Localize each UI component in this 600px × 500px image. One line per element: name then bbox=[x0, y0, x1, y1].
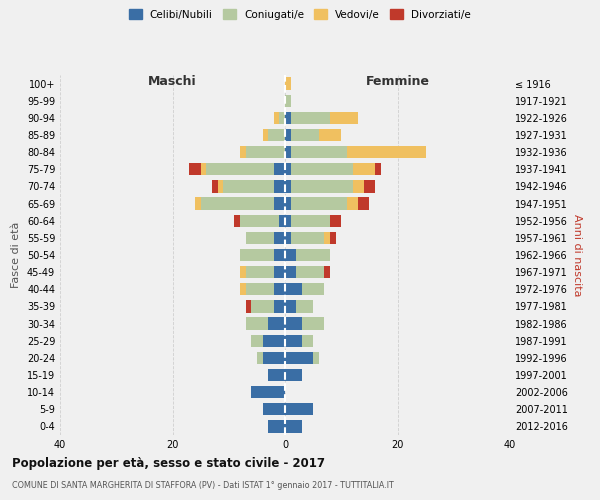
Y-axis label: Fasce di età: Fasce di età bbox=[11, 222, 21, 288]
Bar bbox=[280, 214, 285, 227]
Bar bbox=[285, 163, 290, 175]
Bar bbox=[290, 112, 330, 124]
Bar bbox=[263, 352, 285, 364]
Bar bbox=[296, 300, 313, 312]
Bar bbox=[268, 318, 285, 330]
Bar bbox=[302, 334, 313, 347]
Bar bbox=[268, 369, 285, 381]
Bar bbox=[285, 334, 302, 347]
Bar bbox=[290, 163, 353, 175]
Bar bbox=[285, 266, 296, 278]
Bar bbox=[263, 403, 285, 415]
Bar bbox=[257, 352, 263, 364]
Bar bbox=[285, 420, 302, 432]
Bar bbox=[285, 318, 302, 330]
Bar bbox=[274, 232, 285, 244]
Bar bbox=[285, 78, 290, 90]
Bar bbox=[274, 249, 285, 261]
Bar bbox=[330, 112, 358, 124]
Bar bbox=[285, 129, 290, 141]
Bar bbox=[245, 283, 274, 296]
Bar bbox=[285, 146, 290, 158]
Bar bbox=[240, 249, 274, 261]
Bar bbox=[190, 163, 200, 175]
Bar bbox=[245, 146, 285, 158]
Bar bbox=[285, 180, 290, 192]
Bar bbox=[285, 94, 290, 107]
Bar bbox=[274, 266, 285, 278]
Bar bbox=[285, 198, 290, 209]
Bar bbox=[245, 232, 274, 244]
Bar bbox=[290, 129, 319, 141]
Bar bbox=[251, 334, 263, 347]
Bar bbox=[285, 352, 313, 364]
Bar bbox=[274, 112, 280, 124]
Bar bbox=[325, 232, 330, 244]
Bar bbox=[313, 352, 319, 364]
Bar bbox=[235, 214, 240, 227]
Text: Maschi: Maschi bbox=[148, 76, 197, 88]
Bar bbox=[302, 283, 325, 296]
Bar bbox=[223, 180, 274, 192]
Bar bbox=[251, 386, 285, 398]
Bar bbox=[212, 180, 218, 192]
Bar bbox=[290, 198, 347, 209]
Bar bbox=[319, 129, 341, 141]
Bar bbox=[375, 163, 380, 175]
Bar bbox=[285, 232, 290, 244]
Bar bbox=[296, 266, 325, 278]
Bar bbox=[274, 163, 285, 175]
Bar bbox=[330, 214, 341, 227]
Bar bbox=[200, 198, 274, 209]
Bar bbox=[200, 163, 206, 175]
Bar bbox=[285, 300, 296, 312]
Bar bbox=[268, 129, 285, 141]
Bar bbox=[240, 214, 280, 227]
Legend: Celibi/Nubili, Coniugati/e, Vedovi/e, Divorziati/e: Celibi/Nubili, Coniugati/e, Vedovi/e, Di… bbox=[125, 5, 475, 24]
Bar bbox=[274, 180, 285, 192]
Bar bbox=[290, 180, 353, 192]
Bar bbox=[285, 112, 290, 124]
Bar bbox=[274, 283, 285, 296]
Bar bbox=[245, 266, 274, 278]
Bar bbox=[240, 146, 245, 158]
Bar bbox=[285, 403, 313, 415]
Bar bbox=[206, 163, 274, 175]
Bar bbox=[195, 198, 200, 209]
Bar bbox=[364, 180, 375, 192]
Bar bbox=[263, 334, 285, 347]
Bar bbox=[290, 146, 347, 158]
Bar bbox=[274, 198, 285, 209]
Y-axis label: Anni di nascita: Anni di nascita bbox=[572, 214, 581, 296]
Bar bbox=[358, 198, 370, 209]
Bar bbox=[290, 214, 330, 227]
Bar bbox=[296, 249, 330, 261]
Bar bbox=[353, 163, 375, 175]
Bar bbox=[353, 180, 364, 192]
Bar bbox=[285, 283, 302, 296]
Bar bbox=[285, 214, 290, 227]
Bar bbox=[240, 283, 245, 296]
Bar bbox=[245, 318, 268, 330]
Text: Femmine: Femmine bbox=[365, 76, 430, 88]
Bar bbox=[263, 129, 268, 141]
Bar bbox=[274, 300, 285, 312]
Bar bbox=[268, 420, 285, 432]
Bar bbox=[302, 318, 325, 330]
Bar bbox=[330, 232, 335, 244]
Bar bbox=[251, 300, 274, 312]
Bar bbox=[285, 369, 302, 381]
Bar bbox=[280, 112, 285, 124]
Bar bbox=[347, 198, 358, 209]
Text: COMUNE DI SANTA MARGHERITA DI STAFFORA (PV) - Dati ISTAT 1° gennaio 2017 - TUTTI: COMUNE DI SANTA MARGHERITA DI STAFFORA (… bbox=[12, 481, 394, 490]
Bar bbox=[325, 266, 330, 278]
Bar bbox=[285, 249, 296, 261]
Bar bbox=[245, 300, 251, 312]
Text: Popolazione per età, sesso e stato civile - 2017: Popolazione per età, sesso e stato civil… bbox=[12, 458, 325, 470]
Bar bbox=[240, 266, 245, 278]
Bar bbox=[290, 232, 325, 244]
Bar bbox=[218, 180, 223, 192]
Bar bbox=[347, 146, 425, 158]
